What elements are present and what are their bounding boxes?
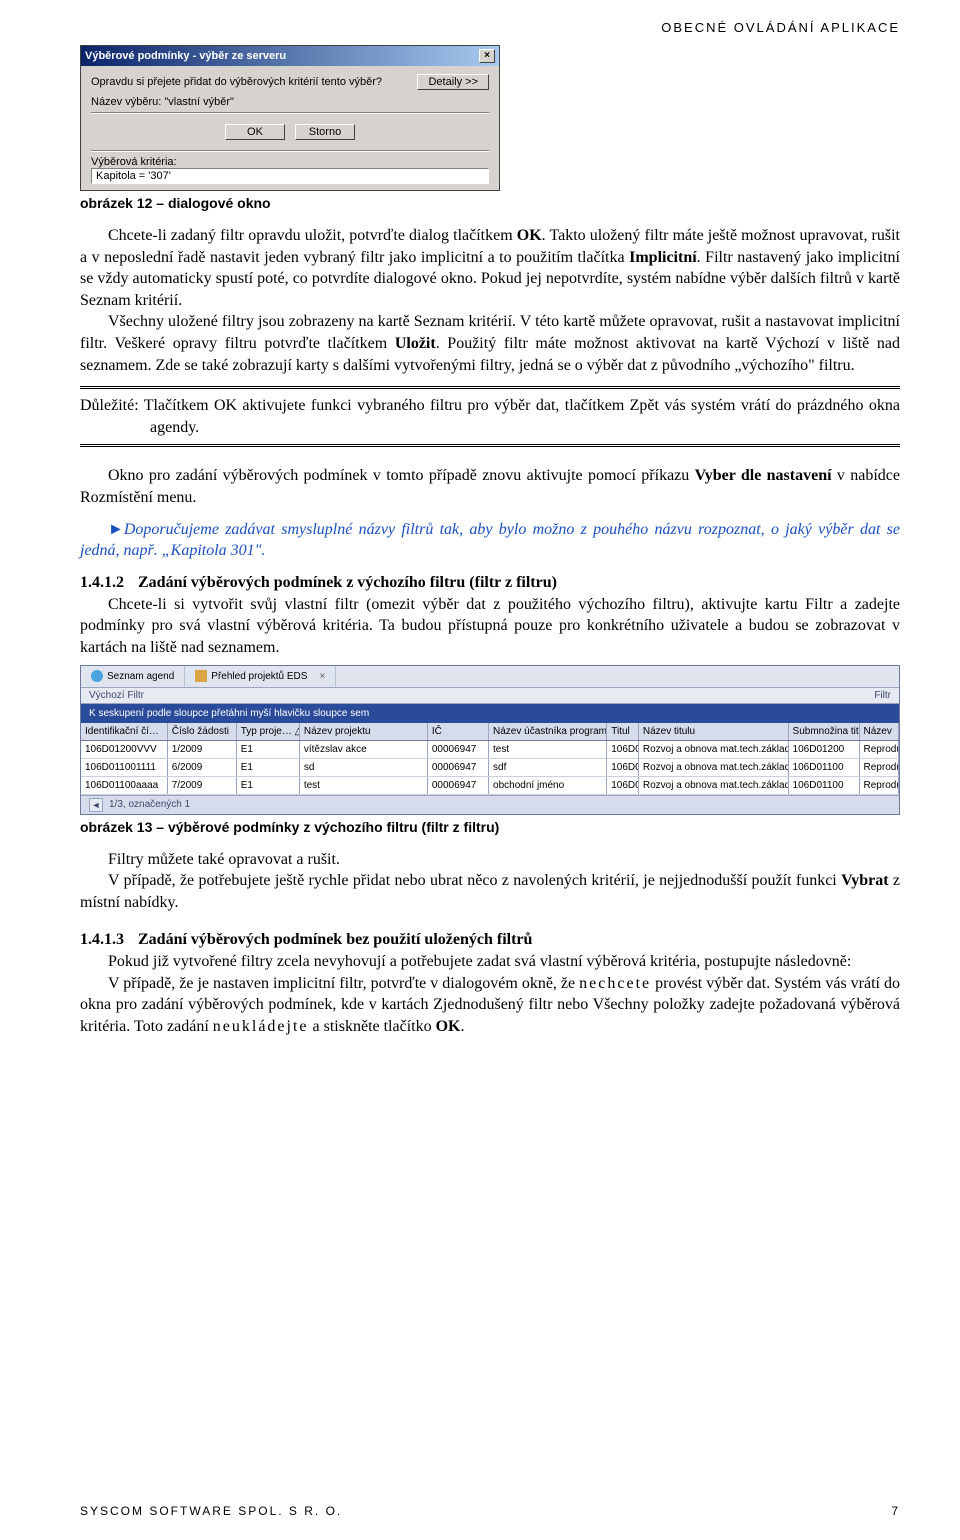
cell: Rozvoj a obnova mat.tech.základny …: [639, 759, 789, 776]
cell: E1: [237, 759, 300, 776]
cell: 6/2009: [168, 759, 237, 776]
paragraph: Okno pro zadání výběrových podmínek v to…: [80, 465, 900, 508]
grid-footer: ◄ 1/3, označených 1: [81, 795, 899, 814]
cell: sd: [300, 759, 428, 776]
cell: 106D01: [607, 741, 639, 758]
cell: 106D01: [607, 777, 639, 794]
page-header-right: OBECNÉ OVLÁDÁNÍ APLIKACE: [80, 20, 900, 35]
tab-seznam-agend[interactable]: Seznam agend: [81, 666, 185, 687]
folder-icon: [195, 670, 207, 682]
cell: vítězslav akce: [300, 741, 428, 758]
details-button[interactable]: Detaily >>: [417, 74, 489, 90]
paragraph: V případě, že je nastaven implicitní fil…: [80, 973, 900, 1038]
cell: 00006947: [428, 759, 489, 776]
dialog-title-text: Výběrové podmínky - výběr ze serveru: [85, 50, 479, 62]
cell: test: [300, 777, 428, 794]
cell: 106D01200: [789, 741, 860, 758]
col-header[interactable]: Název účastníka programu: [489, 723, 607, 740]
paragraph: Pokud již vytvořené filtry zcela nevyhov…: [80, 951, 900, 973]
col-header[interactable]: Název titulu: [639, 723, 789, 740]
ok-button[interactable]: OK: [225, 124, 285, 140]
col-header[interactable]: Název projektu: [300, 723, 428, 740]
cell: 106D011001111: [81, 759, 168, 776]
paragraph: Všechny uložené filtry jsou zobrazeny na…: [80, 311, 900, 376]
table-row[interactable]: 106D0110011116/2009E1sd00006947sdf106D01…: [81, 759, 899, 777]
caption-13: obrázek 13 – výběrové podmínky z výchozí…: [80, 819, 900, 835]
paragraph: Filtry můžete také opravovat a rušit.: [80, 849, 900, 871]
col-header[interactable]: Submnožina tit…: [789, 723, 860, 740]
dialog-titlebar: Výběrové podmínky - výběr ze serveru ×: [81, 46, 499, 66]
important-note: Důležité: Tlačítkem OK aktivujete funkci…: [80, 386, 900, 447]
cell: obchodní jméno: [489, 777, 607, 794]
criteria-label: Výběrová kritéria:: [91, 156, 489, 168]
footer-page-number: 7: [891, 1504, 900, 1518]
dialog-question: Opravdu si přejete přidat do výběrových …: [91, 76, 417, 88]
page-footer: SYSCOM SOFTWARE SPOL. S R. O. 7: [80, 1504, 900, 1518]
sub-left[interactable]: Výchozí Filtr: [89, 690, 144, 701]
table-row[interactable]: 106D01100aaaa7/2009E1test00006947obchodn…: [81, 777, 899, 795]
cell: 106D01200VVV: [81, 741, 168, 758]
paragraph: Chcete-li zadaný filtr opravdu uložit, p…: [80, 225, 900, 311]
paragraph: Chcete-li si vytvořit svůj vlastní filtr…: [80, 594, 900, 659]
cell: test: [489, 741, 607, 758]
cell: Rozvoj a obnova mat.tech.základny …: [639, 777, 789, 794]
col-header[interactable]: Název: [860, 723, 900, 740]
cell: E1: [237, 741, 300, 758]
dialog-window: Výběrové podmínky - výběr ze serveru × O…: [80, 45, 500, 191]
cell: Reprodu: [860, 759, 900, 776]
cell: 106D01100: [789, 777, 860, 794]
section-1412: 1.4.1.2Zadání výběrových podmínek z vých…: [80, 574, 900, 592]
group-bar[interactable]: K seskupení podle sloupce přetáhni myší …: [81, 704, 899, 723]
table-row[interactable]: 106D01200VVV1/2009E1vítězslav akce000069…: [81, 741, 899, 759]
cell: Reprodu: [860, 777, 900, 794]
criteria-input[interactable]: Kapitola = '307': [91, 168, 489, 184]
paragraph: V případě, že potřebujete ještě rychle p…: [80, 870, 900, 913]
grid-screenshot: Seznam agend Přehled projektů EDS× Výcho…: [80, 665, 900, 815]
grid-header: Identifikační čí… Číslo žádosti Typ proj…: [81, 723, 899, 741]
close-icon[interactable]: ×: [319, 671, 325, 682]
cell: 106D01100aaaa: [81, 777, 168, 794]
col-header[interactable]: Identifikační čí…: [81, 723, 168, 740]
cell: 106D01100: [789, 759, 860, 776]
section-1413: 1.4.1.3Zadání výběrových podmínek bez po…: [80, 931, 900, 949]
close-icon[interactable]: ×: [479, 49, 495, 63]
chevron-left-icon[interactable]: ◄: [89, 798, 103, 812]
cell: Reprodu: [860, 741, 900, 758]
cell: 00006947: [428, 741, 489, 758]
col-header[interactable]: Typ proje… △: [237, 723, 300, 740]
dialog-name-label: Název výběru: "vlastní výběr": [91, 96, 489, 108]
footer-left: SYSCOM SOFTWARE SPOL. S R. O.: [80, 1504, 342, 1518]
col-header[interactable]: IČ: [428, 723, 489, 740]
storno-button[interactable]: Storno: [295, 124, 355, 140]
cell: 7/2009: [168, 777, 237, 794]
cell: 00006947: [428, 777, 489, 794]
col-header[interactable]: Titul: [607, 723, 639, 740]
tab-prehled-projektu[interactable]: Přehled projektů EDS×: [185, 666, 336, 687]
tip-paragraph: ►Doporučujeme zadávat smysluplné názvy f…: [80, 519, 900, 562]
info-icon: [91, 670, 103, 682]
cell: Rozvoj a obnova mat.tech.základny …: [639, 741, 789, 758]
cell: 1/2009: [168, 741, 237, 758]
sub-right[interactable]: Filtr: [874, 690, 891, 701]
cell: sdf: [489, 759, 607, 776]
caption-12: obrázek 12 – dialogové okno: [80, 195, 900, 211]
cell: E1: [237, 777, 300, 794]
col-header[interactable]: Číslo žádosti: [168, 723, 237, 740]
cell: 106D01: [607, 759, 639, 776]
